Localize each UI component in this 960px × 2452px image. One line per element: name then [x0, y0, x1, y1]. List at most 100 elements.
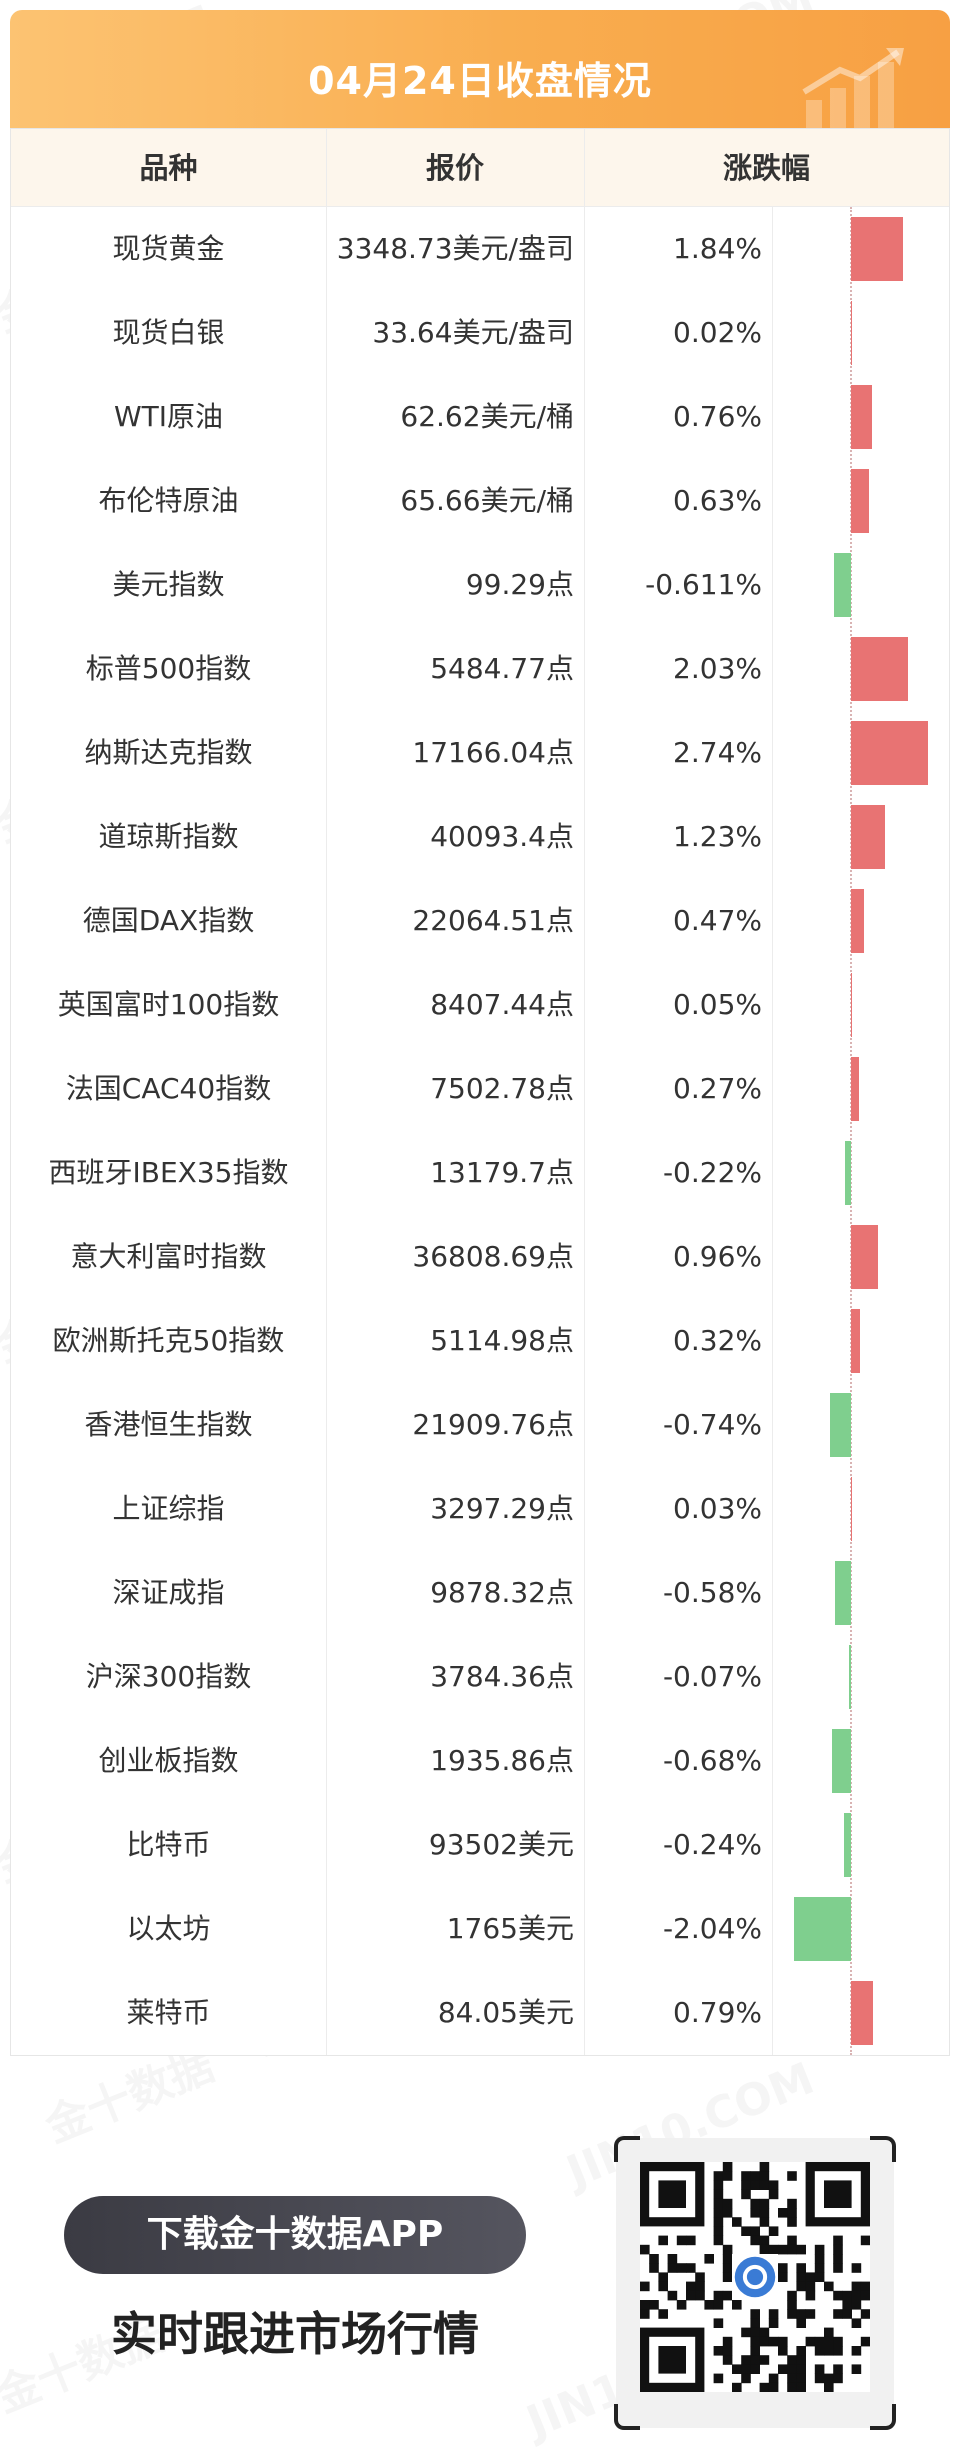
instrument-name: 道琼斯指数 [98, 820, 239, 853]
instrument-price: 5114.98点 [430, 1324, 574, 1357]
instrument-change: 1.84% [673, 232, 762, 265]
slogan-text: 实时跟进市场行情 [111, 2307, 479, 2361]
instrument-name: 以太坊 [126, 1912, 211, 1945]
qr-corner [870, 2136, 896, 2162]
change-bar-cell [773, 1887, 949, 1971]
change-bar-cell [773, 1803, 949, 1887]
instrument-price: 17166.04点 [412, 736, 574, 769]
instrument-change: -0.58% [662, 1576, 762, 1609]
instrument-name: WTI原油 [113, 400, 224, 433]
instrument-name: 布伦特原油 [98, 484, 239, 517]
positive-change-bar [851, 1225, 878, 1289]
table-row: 西班牙IBEX35指数 13179.7点 -0.22% [11, 1131, 949, 1215]
instrument-change: 0.47% [673, 904, 762, 937]
table-row: 创业板指数 1935.86点 -0.68% [11, 1719, 949, 1803]
instrument-name: 现货白银 [112, 316, 225, 349]
instrument-name: 标普500指数 [85, 652, 252, 685]
change-bar-cell [773, 711, 949, 795]
instrument-name: 上证综指 [112, 1492, 225, 1525]
positive-change-bar [851, 805, 886, 869]
change-bar-cell [773, 1971, 949, 2055]
instrument-price: 5484.77点 [430, 652, 574, 685]
table-row: WTI原油 62.62美元/桶 0.76% [11, 375, 949, 459]
download-app-button[interactable]: 下载金十数据APP [64, 2196, 526, 2274]
table-row: 道琼斯指数 40093.4点 1.23% [11, 795, 949, 879]
positive-change-bar [851, 973, 853, 1037]
instrument-name: 英国富时100指数 [57, 988, 280, 1021]
instrument-change: -0.22% [662, 1156, 762, 1189]
instrument-name: 欧洲斯托克50指数 [52, 1324, 285, 1357]
instrument-change: -0.611% [645, 568, 762, 601]
instrument-change: 0.27% [673, 1072, 762, 1105]
instrument-price: 36808.69点 [412, 1240, 574, 1273]
instrument-price: 1935.86点 [430, 1744, 574, 1777]
positive-change-bar [851, 1981, 874, 2045]
change-bar-cell [773, 627, 949, 711]
instrument-price: 13179.7点 [430, 1156, 574, 1189]
negative-change-bar [834, 1561, 851, 1625]
table-row: 布伦特原油 65.66美元/桶 0.63% [11, 459, 949, 543]
instrument-change: -0.74% [662, 1408, 762, 1441]
instrument-name: 现货黄金 [112, 232, 225, 265]
instrument-price: 99.29点 [465, 568, 574, 601]
positive-change-bar [851, 889, 865, 953]
column-divider [584, 129, 585, 2055]
table-row: 沪深300指数 3784.36点 -0.07% [11, 1635, 949, 1719]
column-header-name: 品种 [139, 151, 198, 185]
instrument-change: 0.96% [673, 1240, 762, 1273]
table-row: 欧洲斯托克50指数 5114.98点 0.32% [11, 1299, 949, 1383]
instrument-name: 创业板指数 [98, 1744, 239, 1777]
qr-code [614, 2136, 896, 2430]
change-bar-cell [773, 1551, 949, 1635]
table-row: 英国富时100指数 8407.44点 0.05% [11, 963, 949, 1047]
instrument-price: 22064.51点 [412, 904, 574, 937]
instrument-price: 62.62美元/桶 [400, 400, 574, 433]
instrument-name: 深证成指 [112, 1576, 225, 1609]
page-title: 04月24日收盘情况 [308, 59, 652, 103]
instrument-price: 3348.73美元/盎司 [336, 232, 574, 265]
negative-change-bar [830, 1393, 851, 1457]
positive-change-bar [851, 385, 873, 449]
change-bar-cell [773, 207, 949, 291]
positive-change-bar [851, 217, 903, 281]
change-bar-cell [773, 1719, 949, 1803]
instrument-price: 93502美元 [428, 1828, 574, 1861]
instrument-change: 0.63% [673, 484, 762, 517]
instrument-name: 西班牙IBEX35指数 [48, 1156, 289, 1189]
negative-change-bar [849, 1645, 851, 1709]
table-row: 纳斯达克指数 17166.04点 2.74% [11, 711, 949, 795]
negative-change-bar [833, 553, 851, 617]
instrument-change: 2.74% [673, 736, 762, 769]
table-row: 德国DAX指数 22064.51点 0.47% [11, 879, 949, 963]
negative-change-bar [844, 1141, 851, 1205]
instrument-price: 7502.78点 [430, 1072, 574, 1105]
column-header-change: 涨跌幅 [722, 151, 810, 185]
change-bar-cell [773, 375, 949, 459]
positive-change-bar [851, 721, 928, 785]
change-bar-cell [773, 1635, 949, 1719]
positive-change-bar [851, 1309, 860, 1373]
positive-change-bar [851, 1477, 852, 1541]
instrument-name: 沪深300指数 [85, 1660, 252, 1693]
change-bar-cell [773, 1299, 949, 1383]
change-bar-cell [773, 963, 949, 1047]
instrument-price: 3297.29点 [430, 1492, 574, 1525]
change-bar-cell [773, 459, 949, 543]
instrument-price: 1765美元 [446, 1912, 574, 1945]
column-divider [326, 129, 327, 2055]
instrument-price: 3784.36点 [430, 1660, 574, 1693]
instrument-price: 21909.76点 [412, 1408, 574, 1441]
instrument-name: 法国CAC40指数 [65, 1072, 272, 1105]
instrument-change: -0.07% [662, 1660, 762, 1693]
table-row: 现货白银 33.64美元/盎司 0.02% [11, 291, 949, 375]
instrument-change: 0.05% [673, 988, 762, 1021]
change-bar-cell [773, 879, 949, 963]
table-row: 香港恒生指数 21909.76点 -0.74% [11, 1383, 949, 1467]
change-bar-cell [773, 1215, 949, 1299]
table-row: 以太坊 1765美元 -2.04% [11, 1887, 949, 1971]
qr-pattern [640, 2162, 871, 2393]
trend-up-icon [802, 48, 904, 128]
instrument-change: 2.03% [673, 652, 762, 685]
column-header-price: 报价 [425, 151, 484, 185]
positive-change-bar [851, 637, 908, 701]
